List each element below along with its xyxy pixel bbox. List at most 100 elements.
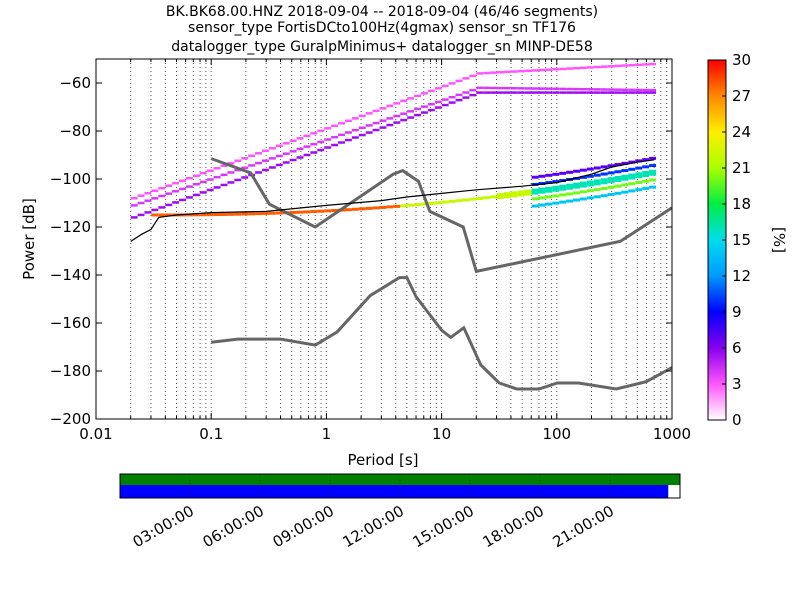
density-cell	[573, 198, 580, 202]
density-cell	[600, 165, 608, 169]
density-cell	[490, 71, 498, 74]
density-cell	[365, 131, 373, 134]
density-cell	[476, 196, 484, 200]
density-cell	[441, 200, 449, 204]
density-cell	[227, 171, 235, 174]
colorbar-tick-label: 3	[732, 375, 742, 393]
density-cell	[427, 201, 435, 205]
density-cell	[206, 178, 214, 181]
density-cell	[179, 198, 186, 202]
density-cell	[559, 193, 567, 197]
density-cell	[144, 191, 152, 195]
density-cell	[538, 181, 546, 185]
density-cell	[559, 184, 567, 191]
density-cell	[497, 193, 504, 200]
density-cell	[137, 213, 145, 217]
density-cell	[275, 154, 283, 158]
density-cell	[434, 100, 442, 104]
noise-model-high-line	[210, 157, 672, 274]
density-cell	[420, 105, 428, 108]
density-cell	[503, 192, 511, 199]
density-cell	[338, 133, 345, 137]
density-cell	[600, 91, 608, 94]
density-cell	[628, 160, 636, 164]
data-coverage-timeline: 03:00:00 06:00:00 09:00:00 12:00:00 15:00:00…	[119, 473, 681, 551]
density-cell	[199, 191, 207, 194]
density-cell	[386, 104, 394, 108]
density-cell	[476, 91, 484, 94]
chart-title: BK.BK68.00.HNZ 2018-09-04 -- 2018-09-04 …	[166, 4, 598, 55]
density-cell	[275, 211, 283, 215]
density-cell	[628, 173, 636, 180]
timeline-tick-label: 15:00:00	[410, 502, 477, 551]
density-cell	[358, 207, 366, 211]
timeline-coverage-bar	[120, 485, 669, 498]
density-cell	[220, 212, 228, 216]
density-cell	[137, 201, 145, 205]
grid-lines	[95, 59, 668, 419]
density-cell	[296, 210, 304, 214]
density-cell	[393, 102, 401, 105]
density-cell	[642, 179, 650, 183]
density-cell	[420, 111, 428, 114]
colorbar-tick-label: 18	[732, 195, 751, 213]
density-cell	[510, 91, 518, 94]
density-cell	[586, 196, 594, 200]
density-cell	[151, 189, 159, 192]
density-cell	[365, 112, 373, 115]
density-cell	[414, 107, 421, 111]
density-cell	[600, 186, 608, 190]
density-cell	[234, 168, 242, 172]
density-cell	[497, 71, 504, 74]
density-cell	[635, 188, 643, 192]
density-cell	[552, 87, 560, 91]
density-cell	[642, 88, 650, 92]
density-cell	[586, 88, 594, 91]
density-cell	[317, 209, 325, 213]
density-cell	[317, 148, 325, 152]
density-cell	[524, 69, 532, 73]
density-cell	[407, 110, 415, 113]
density-cell	[462, 91, 470, 94]
density-cell	[338, 141, 345, 144]
density-cell	[172, 190, 180, 193]
density-cell	[649, 156, 657, 160]
density-cell	[483, 196, 491, 200]
density-cell	[414, 94, 421, 98]
y-tick-label: −180	[50, 362, 91, 380]
density-cell	[165, 213, 173, 217]
density-cell	[144, 199, 152, 202]
density-cell	[192, 174, 200, 177]
density-cell	[310, 151, 318, 154]
density-cell	[324, 127, 332, 130]
colorbar-tick-label: 12	[732, 267, 751, 285]
density-cell	[241, 176, 249, 179]
density-cell	[213, 186, 221, 189]
timeline-tick-label: 18:00:00	[480, 502, 547, 551]
density-cell	[324, 146, 332, 149]
density-cell	[393, 121, 401, 124]
density-cell	[531, 91, 539, 94]
colorbar: [%] 0 3 6 9 12 15 18 21 24 27 30	[707, 51, 788, 429]
density-cell	[344, 208, 352, 212]
density-cell	[628, 63, 636, 67]
density-cell	[635, 159, 643, 163]
density-cell	[331, 135, 339, 139]
noise-model-low-line	[211, 276, 672, 391]
timeline-tick-label: 21:00:00	[550, 502, 617, 551]
density-cell	[635, 172, 643, 179]
density-cell	[559, 87, 567, 91]
density-cell	[441, 103, 449, 107]
density-cell	[642, 158, 650, 162]
density-cell	[531, 175, 539, 179]
density-cell	[621, 161, 629, 165]
density-cell	[351, 136, 359, 139]
density-cell	[586, 66, 594, 69]
density-cell	[642, 91, 650, 94]
density-cell	[621, 190, 629, 194]
density-cell	[317, 129, 325, 133]
density-cell	[199, 171, 207, 175]
density-cell	[234, 212, 242, 216]
density-cell	[455, 79, 463, 83]
